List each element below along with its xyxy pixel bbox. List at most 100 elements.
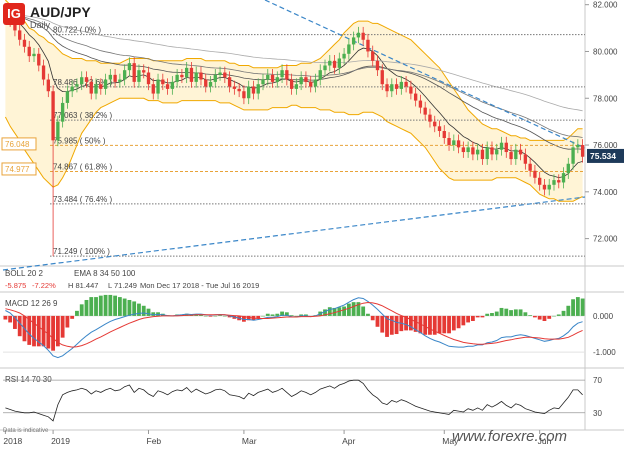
- period-label: Daily: [30, 20, 51, 30]
- candle-body: [122, 70, 127, 80]
- candle-body: [84, 77, 89, 82]
- candle-body: [194, 72, 198, 82]
- candle-body: [318, 70, 322, 80]
- macd-histogram-bar: [466, 315, 471, 323]
- price-y-tick-label: 80.000: [593, 47, 618, 56]
- macd-histogram-bar: [370, 315, 375, 321]
- downtrend-line: [264, 0, 586, 149]
- macd-histogram-bar: [65, 315, 70, 328]
- macd-histogram-bar: [103, 294, 108, 316]
- candle-body: [361, 32, 365, 40]
- candle-body: [452, 140, 456, 146]
- ema-100-line: [5, 13, 583, 112]
- candle-body: [103, 79, 108, 89]
- macd-histogram-bar: [218, 315, 222, 316]
- candle-body: [557, 180, 561, 183]
- candle-body: [180, 74, 184, 78]
- candle-body: [247, 86, 251, 99]
- macd-histogram-bar: [323, 309, 327, 316]
- macd-histogram-bar: [394, 315, 399, 335]
- rsi-line: [5, 379, 583, 422]
- candle-body: [437, 126, 442, 131]
- macd-histogram-bar: [46, 315, 51, 349]
- legend-range: Mon Dec 17 2018 - Tue Jul 16 2019: [140, 281, 259, 290]
- macd-histogram-bar: [451, 315, 456, 331]
- candle-body: [538, 177, 542, 185]
- macd-title: MACD 12 26 9: [5, 299, 58, 308]
- candle-body: [351, 37, 356, 45]
- candle-body: [571, 147, 575, 164]
- candle-body: [304, 77, 308, 82]
- uptrend-line: [2, 196, 586, 271]
- candle-body: [13, 21, 17, 31]
- candle-body: [70, 86, 74, 92]
- macd-histogram-bar: [304, 314, 308, 316]
- macd-histogram-bar: [380, 315, 385, 333]
- macd-histogram-bar: [265, 313, 270, 316]
- candle-body: [18, 30, 22, 40]
- candle-body: [142, 70, 146, 73]
- candle-body: [347, 44, 351, 54]
- candle-body: [466, 147, 470, 153]
- macd-histogram-bar: [475, 315, 480, 318]
- ig-logo: IG: [3, 3, 25, 25]
- candle-body: [237, 88, 241, 92]
- macd-histogram-bar: [79, 304, 84, 316]
- macd-histogram-bar: [490, 313, 494, 316]
- macd-histogram-bar: [547, 315, 552, 319]
- price-y-tick-label: 72.000: [593, 235, 618, 244]
- macd-histogram-bar: [222, 315, 227, 317]
- candle-body: [456, 140, 461, 148]
- candle-body: [137, 70, 141, 82]
- macd-histogram-bar: [470, 315, 475, 321]
- macd-histogram-bar: [84, 299, 89, 316]
- macd-histogram-bar: [246, 315, 251, 321]
- candle-body: [461, 147, 466, 153]
- candle-body: [475, 149, 480, 155]
- legend-high: H 81.447: [68, 281, 98, 290]
- candle-body: [418, 100, 423, 108]
- candle-body: [518, 149, 523, 155]
- candle-body: [242, 91, 246, 99]
- macd-histogram-bar: [213, 315, 218, 317]
- candle-body: [199, 72, 203, 80]
- macd-histogram-bar: [556, 314, 561, 316]
- candle-body: [51, 91, 55, 141]
- macd-histogram-bar: [41, 315, 46, 347]
- candle-body: [542, 184, 547, 190]
- candle-body: [46, 79, 50, 92]
- candle-body: [490, 147, 494, 155]
- candle-body: [132, 63, 136, 82]
- candle-body: [27, 46, 31, 57]
- candle-body: [509, 152, 513, 160]
- candle-body: [213, 74, 217, 82]
- candle-body: [561, 173, 566, 183]
- macd-histogram-bar: [480, 315, 485, 318]
- macd-histogram-bar: [518, 309, 523, 316]
- candle-body: [313, 79, 318, 87]
- candle-body: [175, 74, 179, 82]
- macd-histogram-bar: [113, 295, 118, 316]
- candle-body: [127, 63, 132, 71]
- macd-histogram-bar: [89, 297, 94, 316]
- macd-histogram-bar: [499, 307, 504, 316]
- candle-body: [256, 84, 260, 94]
- macd-histogram-bar: [437, 315, 442, 334]
- macd-histogram-bar: [537, 315, 542, 320]
- candle-body: [576, 145, 580, 148]
- candle-body: [227, 77, 232, 87]
- macd-histogram-bar: [141, 305, 146, 316]
- candle-body: [280, 70, 284, 78]
- candle-body: [251, 86, 256, 94]
- ema-34-line: [5, 13, 583, 150]
- macd-histogram-bar: [461, 315, 466, 326]
- candle-body: [65, 91, 70, 103]
- macd-histogram-bar: [389, 315, 394, 335]
- price-y-tick-label: 78.000: [593, 94, 618, 103]
- macd-signal-line: [5, 301, 583, 348]
- x-tick-label: 2019: [51, 436, 70, 446]
- legend-change-abs: -5.875: [5, 281, 26, 290]
- candle-body: [485, 147, 489, 160]
- macd-histogram-bar: [137, 303, 141, 316]
